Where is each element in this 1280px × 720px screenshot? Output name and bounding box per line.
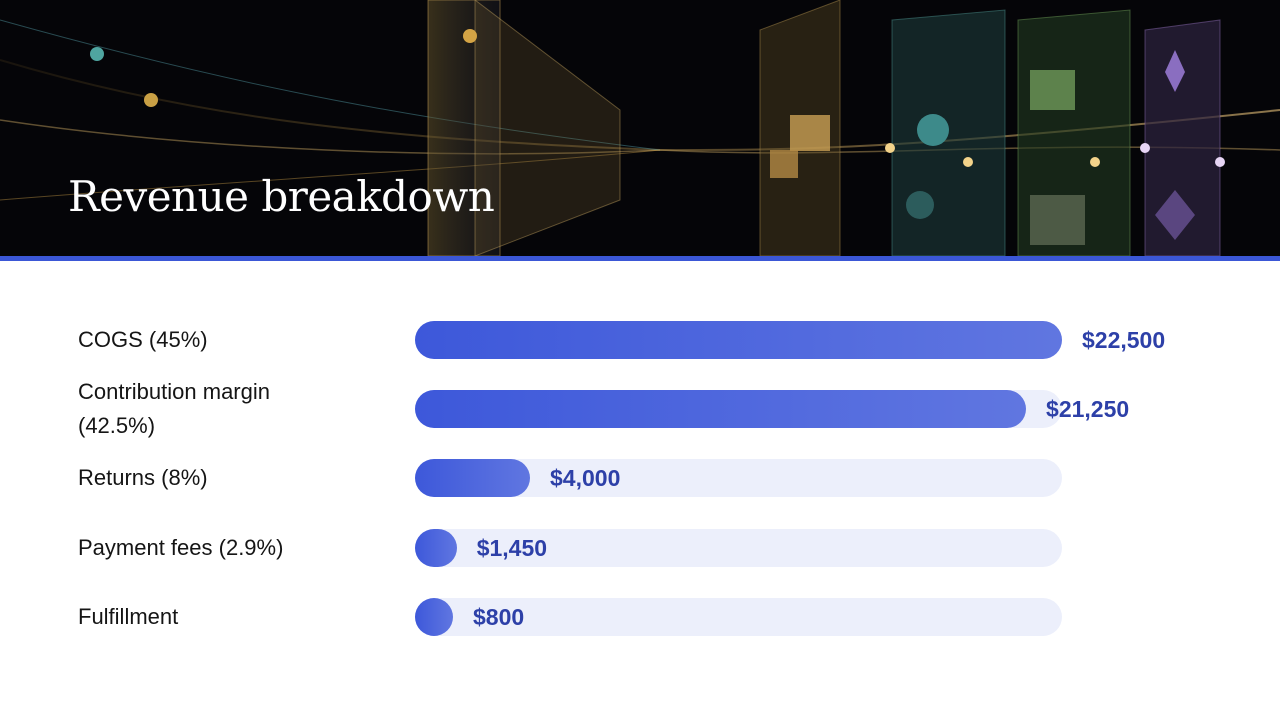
value-label: $22,500 — [1082, 327, 1166, 353]
header-art — [0, 0, 1280, 256]
bar — [415, 597, 453, 636]
category-label: COGS (45%) — [78, 327, 208, 352]
category-label: Fulfillment — [78, 603, 179, 629]
value-label: $4,000 — [550, 465, 621, 492]
slide-title: Revenue breakdown — [68, 172, 495, 221]
bar-track — [415, 597, 1062, 636]
value-label: $1,450 — [476, 534, 548, 561]
category-label: Payment fees (2.9%) — [78, 534, 284, 560]
bar — [415, 528, 457, 567]
bar — [415, 390, 1027, 429]
bar-chart: COGS (45%) $22,500 Contribution margin (42… — [0, 261, 1280, 720]
bar — [415, 459, 531, 498]
value-label: $800 — [473, 603, 525, 630]
bar-track — [415, 528, 1062, 567]
bar — [415, 321, 1062, 359]
header-banner: Revenue breakdown — [0, 0, 1280, 256]
category-label: Returns (8%) — [78, 465, 208, 491]
value-label: $21,250 — [1046, 396, 1130, 423]
category-label: Contribution margin (42.5%) — [78, 379, 270, 439]
header-rule — [0, 256, 1280, 261]
